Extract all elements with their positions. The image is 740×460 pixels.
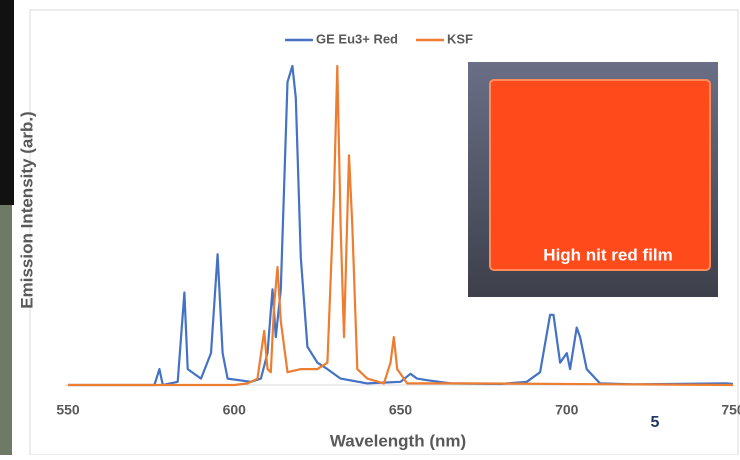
- edge-strip: [0, 205, 12, 455]
- x-tick-label: 700: [555, 402, 579, 418]
- legend-label: GE Eu3+ Red: [316, 31, 398, 46]
- y-axis-label: Emission Intensity (arb.): [17, 111, 36, 308]
- x-axis-label: Wavelength (nm): [330, 431, 466, 450]
- x-tick-label: 600: [223, 402, 247, 418]
- page-number: 5: [651, 414, 660, 431]
- x-tick-label: 750: [721, 402, 740, 418]
- edge-strip: [0, 0, 14, 205]
- x-tick-label: 550: [56, 402, 80, 418]
- series-line: [68, 64, 734, 387]
- red-film: [489, 79, 711, 271]
- series-line: [68, 64, 734, 387]
- legend-label: KSF: [447, 31, 473, 46]
- x-tick-label: 650: [389, 402, 413, 418]
- inset-label: High nit red film: [543, 245, 672, 264]
